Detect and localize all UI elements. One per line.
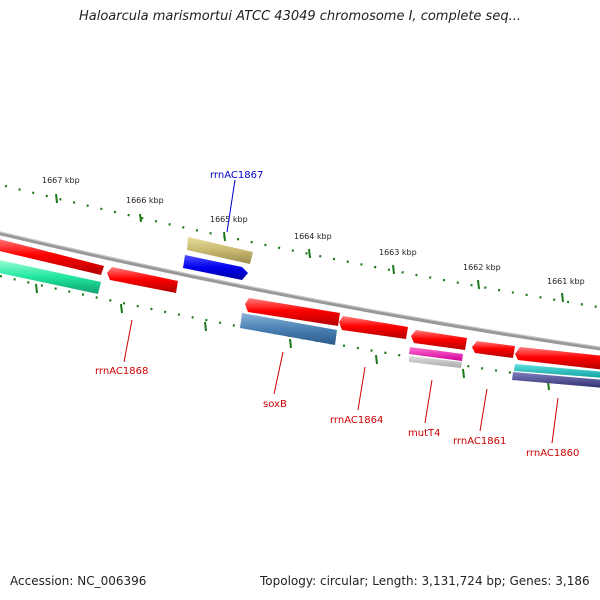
gene-feature-magenta[interactable] bbox=[409, 347, 463, 361]
gene-feature-rrnAC1868[interactable] bbox=[107, 267, 178, 293]
gene-feature-rrnAC1867[interactable] bbox=[187, 237, 253, 264]
gene-label-soxB[interactable]: soxB bbox=[263, 399, 287, 410]
gene-feature-purple[interactable] bbox=[512, 372, 600, 388]
genome-summary-text: Topology: circular; Length: 3,131,724 bp… bbox=[260, 574, 590, 588]
gene-feature-left-red[interactable] bbox=[0, 238, 104, 275]
scale-label-1663: 1663 kbp bbox=[379, 248, 417, 257]
gene-feature-mutT4[interactable] bbox=[411, 330, 467, 350]
gene-label-rrnAC1868[interactable]: rrnAC1868 bbox=[95, 366, 148, 377]
scale-label-1661: 1661 kbp bbox=[547, 277, 585, 286]
gene-feature-blue[interactable] bbox=[183, 255, 248, 280]
gene-feature-gray[interactable] bbox=[409, 356, 462, 368]
gene-label-mutT4[interactable]: mutT4 bbox=[408, 428, 440, 439]
accession-text: Accession: NC_006396 bbox=[10, 574, 147, 588]
label-leaders bbox=[123, 179, 559, 444]
scale-label-1667: 1667 kbp bbox=[42, 176, 80, 185]
gene-label-rrnAC1861[interactable]: rrnAC1861 bbox=[453, 436, 506, 447]
gene-feature-steel[interactable] bbox=[240, 313, 337, 345]
scale-label-1666: 1666 kbp bbox=[126, 196, 164, 205]
gene-label-rrnAC1860[interactable]: rrnAC1860 bbox=[526, 448, 579, 459]
gene-label-rrnAC1864[interactable]: rrnAC1864 bbox=[330, 415, 383, 426]
inner-scale bbox=[0, 274, 599, 391]
gene-feature-soxB[interactable] bbox=[245, 298, 340, 326]
gene-feature-rrnAC1861[interactable] bbox=[472, 341, 515, 358]
gene-label-rrnAC1867[interactable]: rrnAC1867 bbox=[210, 170, 263, 181]
gene-feature-rrnAC1864[interactable] bbox=[339, 316, 408, 339]
gene-feature-left-green[interactable] bbox=[0, 259, 101, 294]
gene-feature-rrnAC1860[interactable] bbox=[515, 347, 600, 370]
scale-label-1664: 1664 kbp bbox=[294, 232, 332, 241]
scale-label-1662: 1662 kbp bbox=[463, 263, 501, 272]
gene-feature-teal[interactable] bbox=[514, 364, 600, 378]
chromosome-backbone bbox=[0, 231, 600, 351]
map-title: Haloarcula marismortui ATCC 43049 chromo… bbox=[79, 9, 521, 24]
